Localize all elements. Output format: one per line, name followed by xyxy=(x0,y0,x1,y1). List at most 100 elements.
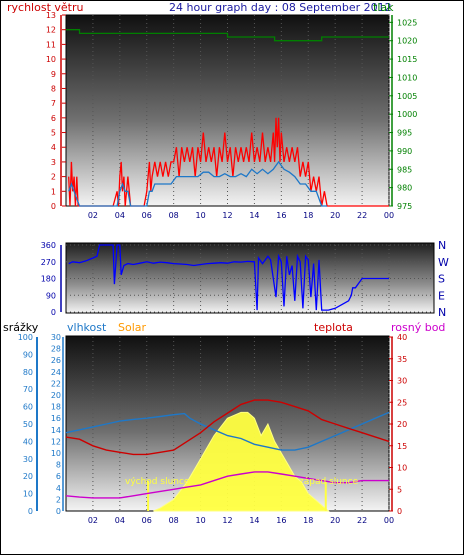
x-tick-label: 06 xyxy=(142,516,152,525)
humidity-axis-tick-label: 0 xyxy=(56,507,61,516)
y-left-tick-label: 10 xyxy=(46,55,56,64)
y-left-tick-label: 4 xyxy=(51,143,56,152)
y-right-tick-label: 1000 xyxy=(397,110,417,119)
x-tick-label: 14 xyxy=(249,516,259,525)
y-right-tick-label: 990 xyxy=(397,147,412,156)
pressure-label: tlak xyxy=(373,1,394,14)
y-left-tick-label: 0 xyxy=(51,202,56,211)
y-right-tick-label: 1015 xyxy=(397,55,417,64)
x-tick-label: 14 xyxy=(249,211,259,220)
x-tick-label: 08 xyxy=(169,516,179,525)
y-left-tick-label: 180 xyxy=(41,275,56,284)
humidity-axis-tick-label: 10 xyxy=(51,449,61,458)
temperature-axis-tick-label: 0 xyxy=(397,507,402,516)
wind-direction-series xyxy=(68,244,389,311)
rain-axis-tick-label: 20 xyxy=(23,472,33,481)
y-right-tick-label: 1020 xyxy=(397,37,417,46)
rain-axis-tick-label: 80 xyxy=(23,368,33,377)
y-left-tick-label: 0 xyxy=(51,308,56,317)
humidity-axis-tick-label: 14 xyxy=(51,426,61,435)
rain-axis-tick-label: 100 xyxy=(18,333,33,342)
temperature-axis-tick-label: 20 xyxy=(397,420,407,429)
y-left-tick-label: 8 xyxy=(51,84,56,93)
rain-label: srážky xyxy=(3,321,39,334)
y-right-tick-label: 975 xyxy=(397,202,412,211)
temperature-series xyxy=(65,399,390,456)
dewpoint-label: rosný bod xyxy=(391,321,445,334)
rain-axis-tick-label: 40 xyxy=(23,437,33,446)
rain-axis-tick-label: 70 xyxy=(23,385,33,394)
y-right-tick-label: 980 xyxy=(397,184,412,193)
humidity-axis-tick-label: 28 xyxy=(51,345,61,354)
y-left-tick-label: 270 xyxy=(41,258,56,267)
y-right-tick-label: 1005 xyxy=(397,92,417,101)
y-right-tick-label: 985 xyxy=(397,165,412,174)
y-left-tick-label: 5 xyxy=(51,129,56,138)
compass-label: S xyxy=(438,273,445,286)
x-tick-label: 00 xyxy=(384,516,394,525)
rain-axis-tick-label: 60 xyxy=(23,403,33,412)
y-left-tick-label: 12 xyxy=(46,26,56,35)
y-left-tick-label: 13 xyxy=(46,11,56,20)
x-tick-label: 06 xyxy=(142,211,152,220)
rain-axis-tick-label: 0 xyxy=(28,507,33,516)
y-right-tick-label: 995 xyxy=(397,129,412,138)
x-tick-label: 16 xyxy=(276,516,286,525)
pressure-series xyxy=(66,29,389,42)
x-tick-label: 22 xyxy=(357,516,367,525)
y-left-tick-label: 360 xyxy=(41,241,56,250)
wind-pressure-chart: 02 04 06 08 10 12 14 16 18 20 22 000123456789101112… xyxy=(46,11,418,220)
compass-label: W xyxy=(438,256,449,269)
x-tick-label: 12 xyxy=(222,516,232,525)
solar-radiation-area xyxy=(153,411,330,512)
x-tick-label: 10 xyxy=(195,211,205,220)
chart-title: 24 hour graph day : 08 September 2012 xyxy=(169,1,392,14)
solar-label: Solar xyxy=(118,321,147,334)
y-left-tick-label: 7 xyxy=(51,99,56,108)
y-left-tick-label: 90 xyxy=(46,291,56,300)
x-tick-label: 22 xyxy=(357,211,367,220)
sunrise-label: východ slunce xyxy=(125,477,190,487)
y-right-tick-label: 1010 xyxy=(397,73,417,82)
humidity-axis-tick-label: 24 xyxy=(51,368,61,377)
x-tick-label: 00 xyxy=(384,211,394,220)
y-left-tick-label: 11 xyxy=(46,40,56,49)
temperature-axis-tick-label: 10 xyxy=(397,464,407,473)
temperature-axis-tick-label: 25 xyxy=(397,398,407,407)
compass-label: N xyxy=(438,306,446,319)
temperature-axis-tick-label: 30 xyxy=(397,377,407,386)
rain-axis-tick-label: 10 xyxy=(23,490,33,499)
temperature-axis-tick-label: 15 xyxy=(397,442,407,451)
humidity-axis-tick-label: 26 xyxy=(51,356,61,365)
rain-axis-tick-label: 50 xyxy=(23,420,33,429)
humidity-axis-tick-label: 18 xyxy=(51,403,61,412)
x-tick-label: 10 xyxy=(195,516,205,525)
x-tick-label: 12 xyxy=(222,211,232,220)
humidity-axis-tick-label: 8 xyxy=(56,461,61,470)
x-tick-label: 20 xyxy=(330,516,340,525)
y-left-tick-label: 3 xyxy=(51,158,56,167)
humidity-axis-tick-label: 16 xyxy=(51,414,61,423)
humidity-axis-tick-label: 6 xyxy=(56,472,61,481)
y-right-tick-label: 1025 xyxy=(397,18,417,27)
rain-axis-tick-label: 90 xyxy=(23,350,33,359)
x-tick-label: 02 xyxy=(88,211,98,220)
humidity-axis-tick-label: 2 xyxy=(56,495,61,504)
x-tick-label: 04 xyxy=(115,211,125,220)
humidity-axis-tick-label: 22 xyxy=(51,379,61,388)
temperature-label: teplota xyxy=(314,321,353,334)
humidity-axis-tick-label: 30 xyxy=(51,333,61,342)
x-tick-label: 04 xyxy=(115,516,125,525)
humidity-label: vlhkost xyxy=(67,321,107,334)
wind-average-series xyxy=(68,160,328,207)
humidity-axis-tick-label: 12 xyxy=(51,437,61,446)
temperature-axis-tick-label: 35 xyxy=(397,355,407,364)
climate-chart: 02 04 06 08 10 12 14 16 18 20 22 000102030405060708… xyxy=(18,333,407,525)
x-tick-label: 08 xyxy=(169,211,179,220)
y-left-tick-label: 6 xyxy=(51,114,56,123)
x-tick-label: 18 xyxy=(303,516,313,525)
x-tick-label: 16 xyxy=(276,211,286,220)
